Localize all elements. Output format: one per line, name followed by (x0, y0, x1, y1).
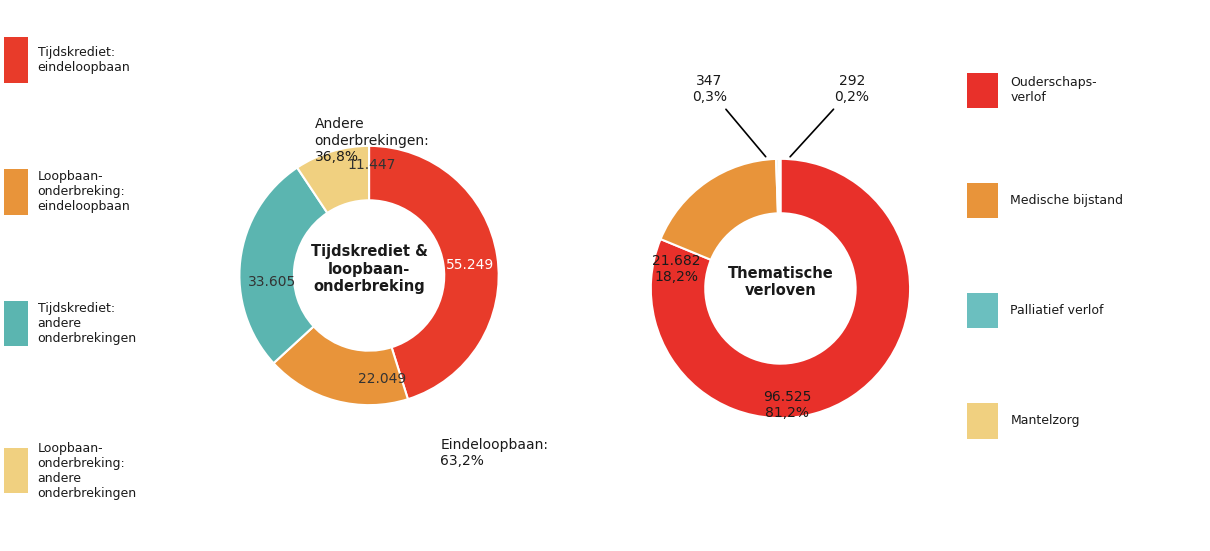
Text: Loopbaan-
onderbreking:
andere
onderbrekingen: Loopbaan- onderbreking: andere onderbrek… (38, 442, 137, 500)
Bar (4, 169, 28, 215)
Text: Tijdskrediet:
andere
onderbrekingen: Tijdskrediet: andere onderbrekingen (38, 302, 137, 345)
Wedge shape (661, 159, 778, 260)
Text: Palliatief verlof: Palliatief verlof (1010, 304, 1104, 317)
Text: Loopbaan-
onderbreking:
eindeloopbaan: Loopbaan- onderbreking: eindeloopbaan (38, 170, 131, 213)
Wedge shape (778, 159, 780, 213)
Text: 292
0,2%: 292 0,2% (790, 74, 869, 157)
Wedge shape (776, 159, 779, 213)
Text: Ouderschaps-
verlof: Ouderschaps- verlof (1010, 77, 1097, 104)
Text: 11.447: 11.447 (347, 158, 396, 172)
Text: Mantelzorg: Mantelzorg (1010, 414, 1079, 428)
Wedge shape (298, 146, 369, 213)
Text: 21.682
18,2%: 21.682 18,2% (652, 254, 701, 284)
Wedge shape (240, 168, 328, 363)
Wedge shape (273, 326, 408, 405)
Text: Andere
onderbrekingen:
36,8%: Andere onderbrekingen: 36,8% (315, 117, 430, 164)
Bar (967, 73, 998, 108)
Text: 22.049: 22.049 (358, 372, 407, 386)
Text: Tijdskrediet:
eindeloopbaan: Tijdskrediet: eindeloopbaan (38, 46, 131, 74)
Bar (4, 37, 28, 83)
Text: Thematische
verloven: Thematische verloven (727, 266, 834, 298)
Bar (967, 403, 998, 439)
Wedge shape (369, 146, 499, 399)
Text: 347
0,3%: 347 0,3% (692, 74, 766, 156)
Bar (967, 183, 998, 218)
Bar (4, 448, 28, 494)
Text: Eindeloopbaan:
63,2%: Eindeloopbaan: 63,2% (440, 437, 548, 468)
Text: 96.525
81,2%: 96.525 81,2% (762, 390, 811, 420)
Bar (967, 293, 998, 328)
Bar (4, 301, 28, 347)
Wedge shape (651, 159, 910, 418)
Text: Medische bijstand: Medische bijstand (1010, 194, 1123, 207)
Text: 55.249: 55.249 (446, 258, 495, 272)
Text: Tijdskrediet &
loopbaan-
onderbreking: Tijdskrediet & loopbaan- onderbreking (311, 244, 427, 294)
Text: 33.605: 33.605 (248, 275, 296, 289)
